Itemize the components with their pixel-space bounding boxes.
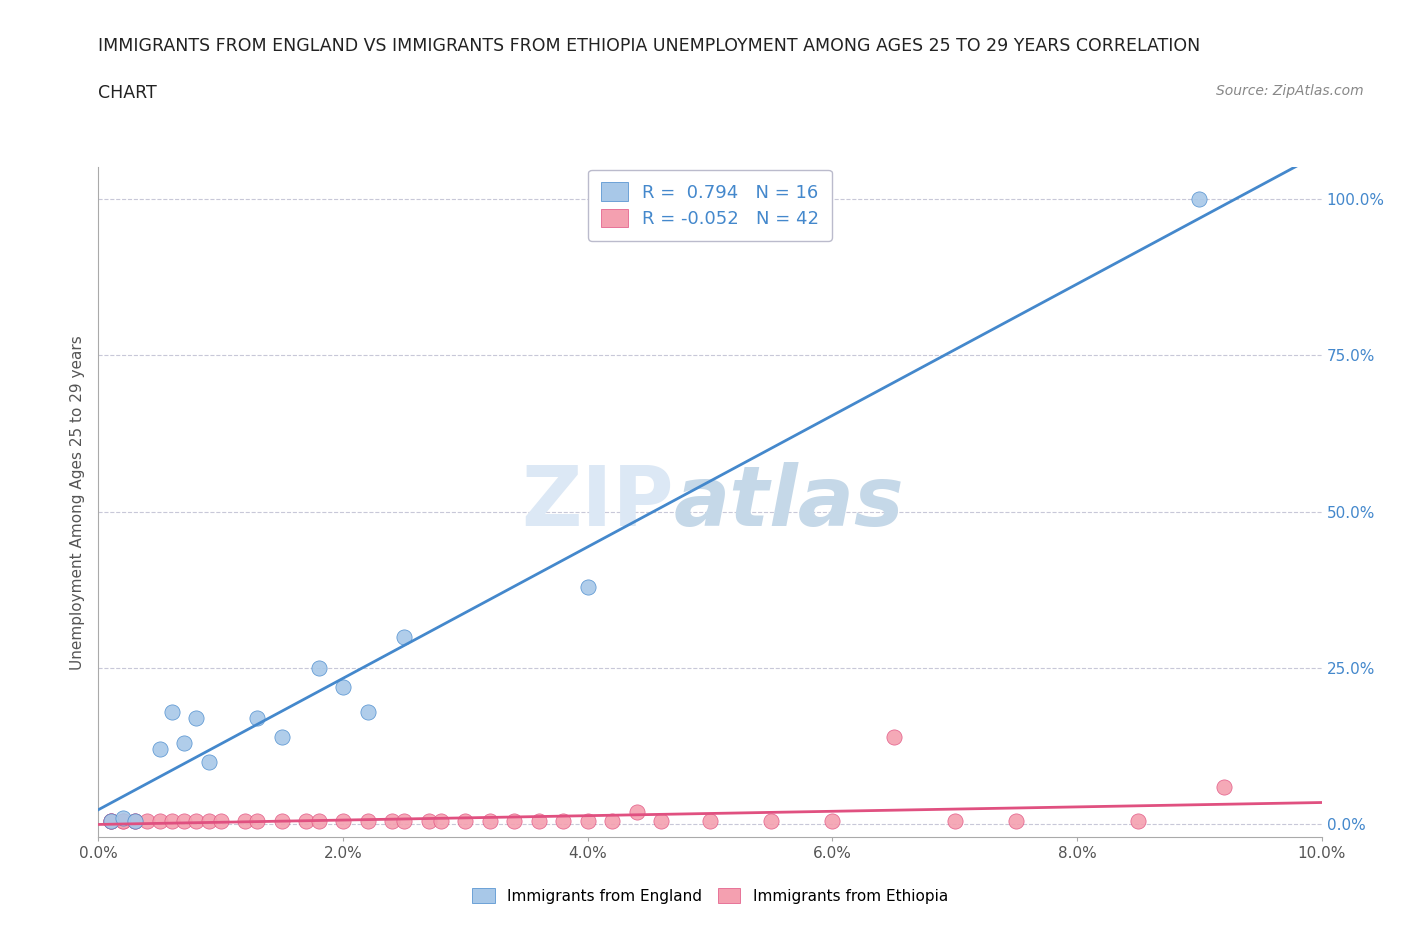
Point — [111, 811, 134, 826]
Text: Source: ZipAtlas.com: Source: ZipAtlas.com — [1216, 84, 1364, 98]
Point — [246, 814, 269, 829]
Point — [149, 742, 172, 757]
Point — [270, 729, 292, 744]
Point — [173, 736, 195, 751]
Point — [197, 754, 219, 769]
Point — [124, 814, 146, 829]
Point — [332, 680, 354, 695]
Point — [356, 704, 378, 719]
Text: atlas: atlas — [673, 461, 904, 543]
Point — [295, 814, 318, 829]
Point — [124, 814, 146, 829]
Point — [136, 814, 159, 829]
Text: ZIP: ZIP — [520, 461, 673, 543]
Point — [173, 814, 195, 829]
Point — [100, 814, 122, 829]
Point — [503, 814, 526, 829]
Point — [527, 814, 550, 829]
Point — [160, 814, 183, 829]
Point — [100, 814, 122, 829]
Point — [454, 814, 477, 829]
Point — [759, 814, 782, 829]
Point — [699, 814, 721, 829]
Point — [149, 814, 172, 829]
Point — [883, 729, 905, 744]
Text: IMMIGRANTS FROM ENGLAND VS IMMIGRANTS FROM ETHIOPIA UNEMPLOYMENT AMONG AGES 25 T: IMMIGRANTS FROM ENGLAND VS IMMIGRANTS FR… — [98, 37, 1201, 55]
Point — [124, 814, 146, 829]
Point — [392, 814, 416, 829]
Point — [478, 814, 501, 829]
Point — [576, 814, 599, 829]
Point — [626, 804, 648, 819]
Point — [100, 814, 122, 829]
Point — [1128, 814, 1150, 829]
Point — [650, 814, 672, 829]
Point — [209, 814, 232, 829]
Point — [1188, 192, 1211, 206]
Point — [186, 711, 208, 725]
Point — [1212, 779, 1234, 794]
Point — [356, 814, 378, 829]
Point — [100, 814, 122, 829]
Point — [1004, 814, 1026, 829]
Point — [600, 814, 623, 829]
Point — [186, 814, 208, 829]
Point — [821, 814, 844, 829]
Legend: Immigrants from England, Immigrants from Ethiopia: Immigrants from England, Immigrants from… — [465, 882, 955, 910]
Point — [381, 814, 404, 829]
Point — [576, 579, 599, 594]
Point — [332, 814, 354, 829]
Y-axis label: Unemployment Among Ages 25 to 29 years: Unemployment Among Ages 25 to 29 years — [69, 335, 84, 670]
Text: CHART: CHART — [98, 84, 157, 101]
Point — [430, 814, 453, 829]
Point — [418, 814, 440, 829]
Point — [233, 814, 256, 829]
Point — [111, 814, 134, 829]
Point — [392, 630, 416, 644]
Point — [160, 704, 183, 719]
Point — [553, 814, 575, 829]
Point — [943, 814, 966, 829]
Point — [111, 814, 134, 829]
Point — [308, 814, 330, 829]
Point — [197, 814, 219, 829]
Point — [246, 711, 269, 725]
Point — [308, 660, 330, 675]
Point — [270, 814, 292, 829]
